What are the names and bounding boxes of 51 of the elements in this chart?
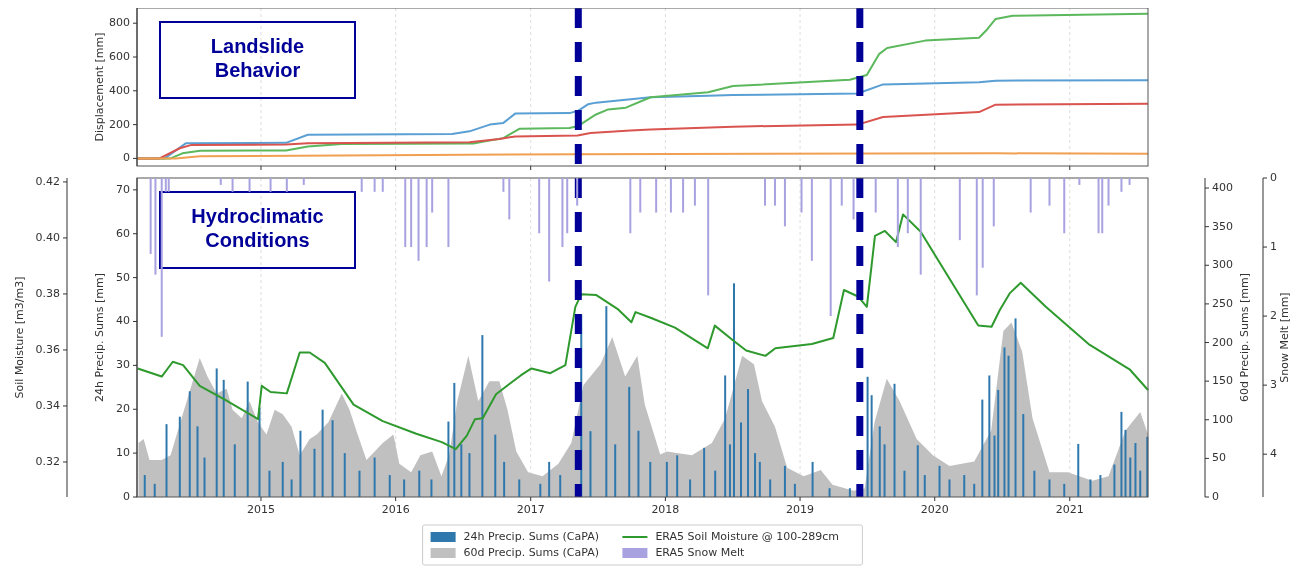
y2-tick-label: 0.32 — [35, 454, 60, 468]
y-tick-label: 0 — [123, 490, 130, 503]
x-tick-label: 2021 — [1055, 503, 1084, 516]
y3-tick-label: 200 — [1212, 335, 1233, 349]
y-axis-title: 24h Precip. Sums [mm] — [93, 273, 106, 402]
y-tick-label: 20 — [116, 402, 130, 416]
y-tick-label: 0 — [123, 151, 130, 165]
annotation: Hydroclimatic Conditions — [191, 205, 324, 252]
y-tick-label: 30 — [116, 358, 130, 372]
y-tick-label: 0 — [1270, 171, 1277, 184]
y-tick-label: 50 — [116, 270, 130, 284]
y-tick-label: 400 — [109, 83, 130, 97]
y2-tick-label: 0.38 — [35, 286, 60, 300]
y3-tick-label: 400 — [1212, 181, 1233, 195]
y2-tick-label: 0.42 — [35, 174, 60, 188]
y-tick-label: 1 — [1270, 240, 1277, 254]
y-tick-label: 200 — [109, 117, 130, 131]
legend-label: 60d Precip. Sums (CaPA) — [463, 546, 600, 559]
y2-tick-label: 0.34 — [35, 398, 60, 412]
y3-tick-label: 150 — [1212, 374, 1233, 388]
y3-tick-label: 0 — [1212, 490, 1219, 503]
x-tick-label: 2017 — [516, 503, 545, 516]
y-tick-label: 800 — [109, 16, 130, 30]
y-tick-label: 70 — [116, 182, 130, 196]
x-tick-label: 2016 — [381, 503, 410, 516]
x-tick-label: 2018 — [651, 503, 680, 516]
y3-tick-label: 250 — [1212, 296, 1233, 310]
legend-label: ERA5 Soil Moisture @ 100-289cm — [655, 530, 839, 543]
y3-tick-label: 350 — [1212, 219, 1233, 233]
y2-tick-label: 0.40 — [35, 230, 60, 244]
y3-tick-label: 100 — [1212, 412, 1233, 426]
y-tick-label: 3 — [1270, 378, 1277, 392]
y3-tick-label: 300 — [1212, 258, 1233, 272]
y-tick-label: 4 — [1270, 447, 1277, 461]
y3-tick-label: 50 — [1212, 451, 1226, 465]
x-tick-label: 2015 — [246, 503, 275, 516]
y-tick-label: 60 — [116, 226, 130, 240]
x-tick-label: 2020 — [920, 503, 949, 516]
annotation: Landslide Behavior — [210, 35, 305, 82]
y-axis-title: Displacement [mm] — [93, 32, 106, 142]
y2-axis-title: Soil Moisture [m3/m3] — [13, 276, 26, 399]
y3-axis-title: 60d Precip. Sums [mm] — [1238, 273, 1251, 402]
y-tick-label: 10 — [116, 446, 130, 460]
legend-label: 24h Precip. Sums (CaPA) — [463, 530, 599, 543]
text: ERA5 Snow Melt — [655, 546, 745, 559]
y-tick-label: 40 — [116, 314, 130, 328]
y-tick-label: 2 — [1270, 309, 1277, 323]
y-tick-label: 600 — [109, 50, 130, 64]
x-tick-label: 2019 — [786, 503, 815, 516]
y-axis-title: Snow Melt [mm] — [1278, 292, 1291, 383]
y2-tick-label: 0.36 — [35, 342, 60, 356]
